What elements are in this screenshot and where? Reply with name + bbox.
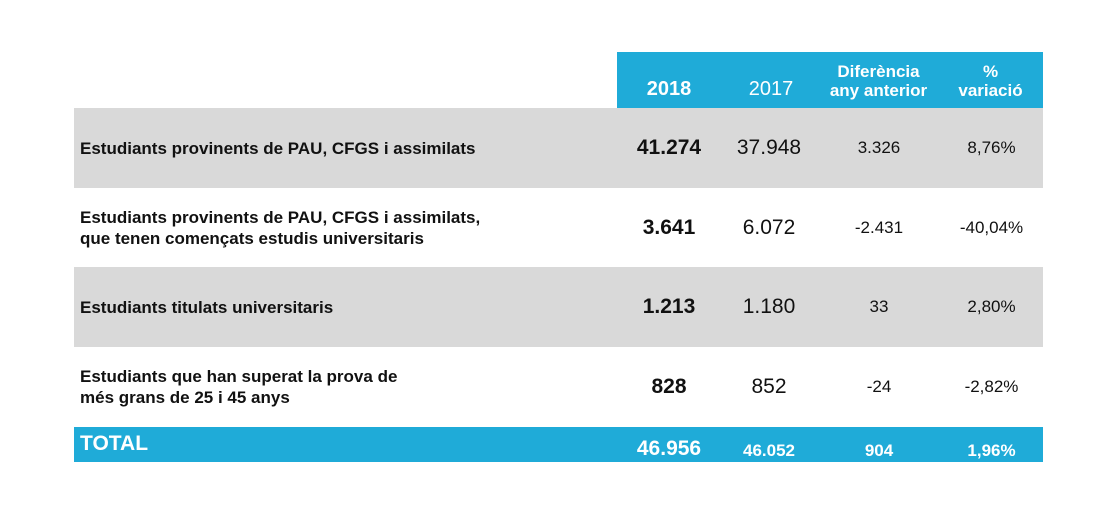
header-difference: Diferència any anterior	[829, 62, 928, 100]
value-difference: -2.431	[854, 218, 904, 237]
header-variation: % variació	[958, 62, 1023, 100]
total-variation: 1,96%	[967, 441, 1016, 460]
table-row: Estudiants titulats universitaris 1.213 …	[74, 267, 1043, 347]
value-2018: 3.641	[642, 216, 696, 239]
row-label: Estudiants provinents de PAU, CFGS i ass…	[80, 208, 481, 248]
total-2018: 46.956	[636, 437, 702, 460]
value-difference: -24	[866, 377, 892, 396]
total-difference: 904	[864, 441, 894, 460]
table-row: Estudiants provinents de PAU, CFGS i ass…	[74, 188, 1043, 268]
table-row: Estudiants provinents de PAU, CFGS i ass…	[74, 108, 1043, 188]
value-2018: 41.274	[636, 136, 702, 159]
value-variation: 8,76%	[967, 138, 1016, 157]
row-label: Estudiants que han superat la prova de m…	[80, 367, 398, 407]
value-variation: -40,04%	[959, 218, 1024, 237]
row-label: Estudiants provinents de PAU, CFGS i ass…	[80, 138, 476, 158]
value-2017: 1.180	[742, 295, 796, 318]
row-label: Estudiants titulats universitaris	[80, 297, 334, 317]
table-row: Estudiants que han superat la prova de m…	[74, 347, 1043, 427]
table-header: 2018 2017 Diferència any anterior % vari…	[617, 52, 1043, 108]
value-2018: 828	[651, 375, 687, 398]
header-2017: 2017	[748, 78, 794, 100]
value-2017: 852	[751, 375, 787, 398]
value-2017: 37.948	[736, 136, 802, 159]
total-2017: 46.052	[743, 441, 795, 460]
value-variation: -2,82%	[964, 377, 1019, 396]
value-variation: 2,80%	[967, 297, 1016, 316]
header-2018: 2018	[646, 78, 692, 100]
value-difference: 33	[869, 297, 889, 316]
total-row: TOTAL 46.956 46.052 904 1,96%	[74, 427, 1043, 462]
value-difference: 3.326	[857, 138, 901, 157]
value-2017: 6.072	[742, 216, 796, 239]
value-2018: 1.213	[642, 295, 696, 318]
total-label: TOTAL	[80, 432, 149, 455]
